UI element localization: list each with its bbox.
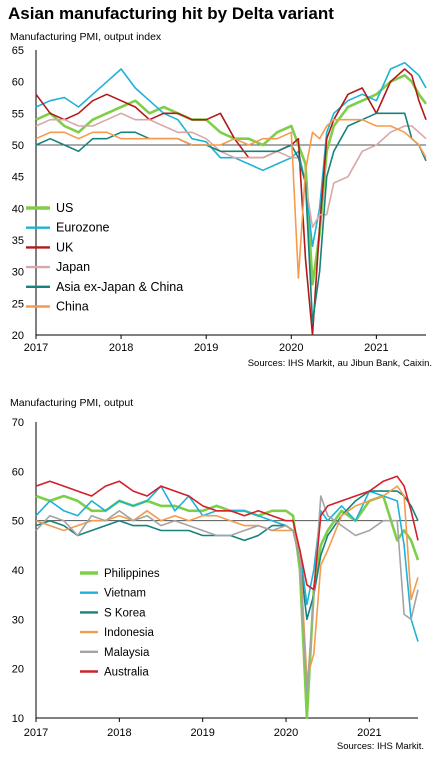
x-tick-label: 2019	[194, 342, 218, 354]
series-line-vietnam	[35, 485, 419, 642]
y-tick-label: 30	[12, 614, 24, 626]
legend-entry: Asia ex-Japan & China	[56, 280, 183, 294]
legend-entry: Indonesia	[104, 627, 154, 639]
y-tick-label: 20	[12, 664, 24, 676]
legend-entry: Philippines	[104, 568, 160, 580]
y-tick-label: 30	[12, 267, 24, 279]
y-tick-label: 55	[12, 108, 24, 120]
y-axis-label: Manufacturing PMI, output index	[10, 31, 162, 43]
legend-entry: S Korea	[104, 607, 146, 619]
series-line-us	[35, 74, 428, 286]
legend-entry: US	[56, 201, 73, 215]
x-tick-label: 2017	[24, 342, 48, 354]
y-tick-label: 60	[12, 466, 24, 478]
chart-top: Manufacturing PMI, output index 20 25 30 35 4…	[10, 31, 432, 369]
series-line-eurozone	[35, 61, 427, 248]
series-line-asia-ex-japan-china	[35, 112, 427, 324]
legend-entry: Australia	[104, 667, 149, 679]
x-tick-label: 2018	[107, 727, 131, 739]
y-tick-label: 50	[12, 140, 24, 152]
y-tick-label: 60	[12, 77, 24, 89]
y-tick-label: 40	[12, 203, 24, 215]
x-tick-label: 2020	[274, 727, 298, 739]
y-tick-label: 70	[12, 417, 24, 429]
x-tick-label: 2020	[279, 342, 303, 354]
y-tick-label: 45	[12, 172, 24, 184]
y-tick-label: 65	[12, 45, 24, 57]
series-line-s-korea	[35, 490, 419, 621]
x-tick-label: 2019	[190, 727, 214, 739]
page-title: Asian manufacturing hit by Delta variant	[8, 4, 334, 23]
source-note: Sources: IHS Markit, au Jibun Bank, Caix…	[248, 358, 432, 369]
legend-entry: Eurozone	[56, 221, 110, 235]
y-tick-label: 20	[12, 330, 24, 342]
series-line-malaysia	[35, 495, 419, 695]
legend-entry: Malaysia	[104, 647, 150, 659]
x-tick-label: 2021	[364, 342, 388, 354]
y-tick-label: 50	[12, 516, 24, 528]
x-tick-label: 2018	[109, 342, 133, 354]
y-tick-label: 35	[12, 235, 24, 247]
legend-entry: UK	[56, 240, 74, 254]
y-tick-label: 40	[12, 565, 24, 577]
chart-bottom: Manufacturing PMI, output 10 20 30 40 50 60 70 2…	[10, 397, 424, 752]
series-line-australia	[35, 475, 419, 591]
series-line-japan	[35, 112, 427, 229]
legend-entry: China	[56, 300, 89, 314]
legend-entry: Japan	[56, 260, 90, 274]
source-note: Sources: IHS Markit.	[337, 741, 424, 752]
series-line-uk	[35, 68, 427, 336]
y-axis-label: Manufacturing PMI, output	[10, 397, 133, 409]
x-tick-label: 2017	[24, 727, 48, 739]
legend-entry: Vietnam	[104, 588, 146, 600]
series-line-china	[35, 118, 427, 279]
y-tick-label: 25	[12, 298, 24, 310]
x-tick-label: 2021	[357, 727, 381, 739]
y-tick-label: 10	[12, 713, 24, 725]
